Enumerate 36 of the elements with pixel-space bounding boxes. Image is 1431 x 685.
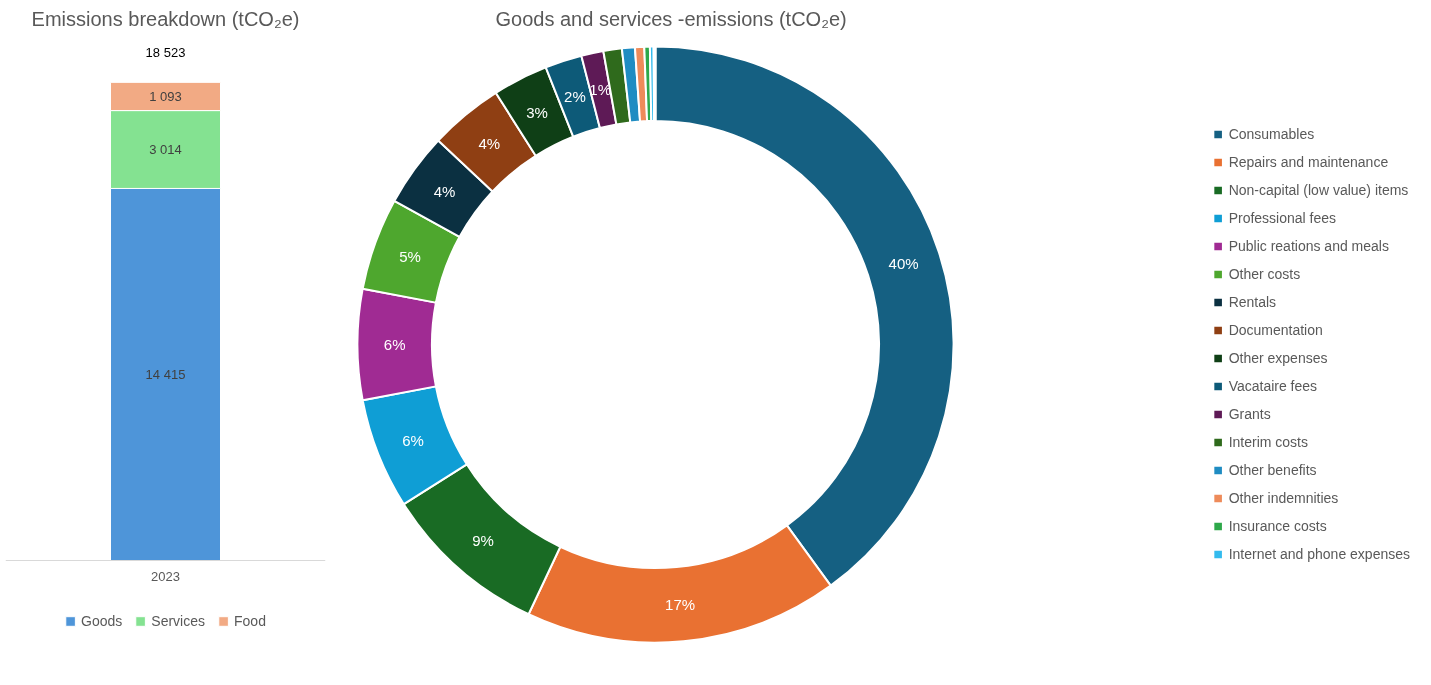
- data-label: 17%: [665, 595, 696, 613]
- data-label: 3%: [526, 103, 548, 121]
- legend-label: Goods: [81, 613, 123, 629]
- legend-label: Professional fees: [1228, 210, 1337, 226]
- data-label: 14 415: [145, 367, 186, 383]
- data-label: 3 014: [149, 142, 182, 158]
- legend-label: Other benefits: [1228, 462, 1317, 478]
- chart-title: Goods and services -emissions (tCO₂e): [495, 7, 847, 30]
- data-label: 6%: [402, 432, 424, 450]
- legend-label: Non-capital (low value) items: [1228, 182, 1409, 198]
- data-label: 4%: [433, 182, 456, 200]
- legend-label: Other costs: [1228, 266, 1301, 282]
- legend-label: Rentals: [1228, 294, 1277, 310]
- data-label: 40%: [888, 255, 919, 273]
- chart-title: Emissions breakdown (tCO₂e): [31, 7, 300, 30]
- data-label: 4%: [478, 135, 501, 153]
- legend-label: Vacataire fees: [1228, 378, 1318, 394]
- x-tick-label: 2023: [151, 568, 180, 584]
- legend-label: Interim costs: [1228, 434, 1308, 450]
- legend-label: Grants: [1228, 406, 1271, 422]
- data-label: 9%: [472, 531, 494, 549]
- legend-label: Insurance costs: [1228, 518, 1327, 534]
- data-label: 1 093: [149, 88, 182, 104]
- legend-label: Public reations and meals: [1228, 238, 1389, 254]
- legend-label: Consumables: [1228, 126, 1315, 142]
- data-label: 5%: [399, 247, 421, 265]
- data-label: 6%: [383, 336, 406, 353]
- legend-label: Food: [234, 613, 266, 629]
- data-label: 2%: [564, 87, 586, 105]
- legend-label: Services: [151, 613, 206, 629]
- legend-label: Other indemnities: [1228, 490, 1339, 506]
- legend-label: Repairs and maintenance: [1228, 154, 1389, 170]
- legend-label: Internet and phone expenses: [1228, 546, 1410, 562]
- legend-label: Other expenses: [1228, 350, 1328, 366]
- legend-label: Documentation: [1228, 322, 1323, 338]
- total-label: 18 523: [145, 45, 186, 61]
